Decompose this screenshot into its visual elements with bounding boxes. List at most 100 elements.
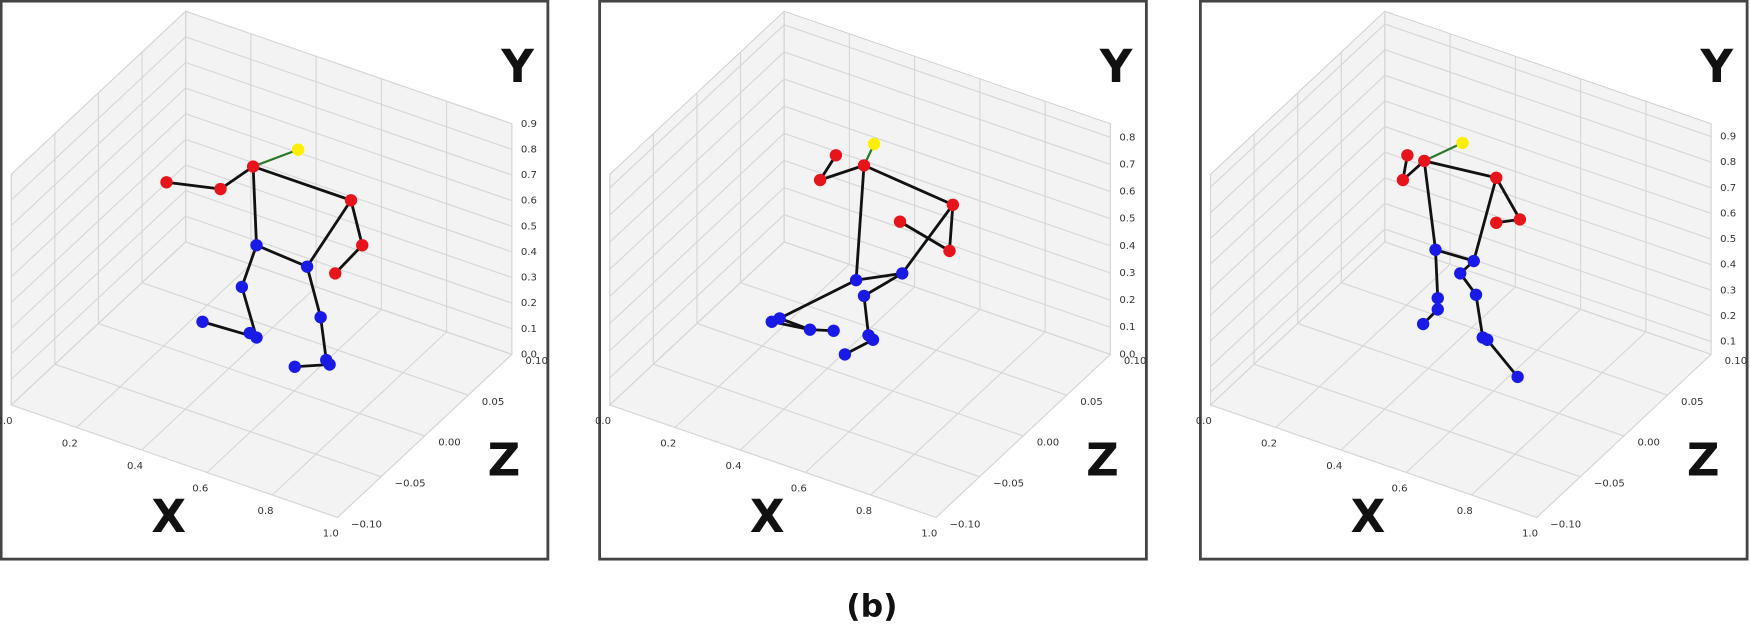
grid-line: [185, 61, 513, 176]
grid-line: [185, 36, 513, 150]
upper-joint: [356, 239, 369, 252]
x-tick-label: 0.8: [1457, 506, 1473, 517]
z-axis-label: Z: [1086, 434, 1119, 487]
lower-joint: [1429, 243, 1442, 256]
x-tick-label: 0.2: [62, 438, 78, 449]
grid-line: [1384, 241, 1712, 355]
z-tick-label: −0.05: [395, 478, 426, 489]
z-tick-label: 0.10: [1124, 356, 1147, 367]
y-tick-label: 0.3: [521, 273, 537, 284]
grid-line: [185, 215, 513, 330]
lower-joint: [1481, 333, 1494, 346]
x-tick-label: 0.0: [1196, 416, 1212, 427]
x-tick-label: 0.4: [725, 461, 741, 472]
lower-joint: [250, 239, 263, 252]
z-tick-label: 0.00: [1037, 438, 1060, 449]
lower-joint: [849, 273, 863, 287]
z-tick-label: −0.10: [950, 519, 981, 530]
bone: [166, 180, 221, 191]
grid-line: [1384, 49, 1712, 163]
y-tick-label: 0.1: [521, 324, 537, 335]
y-tick-label: 0.9: [1720, 132, 1736, 143]
grid-line: [783, 159, 1111, 274]
upper-joint: [1396, 173, 1410, 187]
x-tick-label: 0.0: [595, 416, 611, 427]
lower-joint: [1416, 317, 1430, 331]
grid-line: [1384, 202, 1712, 317]
y-tick-label: 0.4: [1119, 241, 1135, 252]
bone: [252, 165, 352, 202]
bone: [1486, 338, 1519, 378]
z-tick-label: −0.05: [1594, 478, 1625, 489]
lower-joint: [196, 315, 209, 328]
bone: [863, 164, 954, 207]
y-tick-label: 0.7: [1720, 183, 1736, 194]
bone: [778, 278, 857, 320]
y-tick-label: 0.4: [1720, 260, 1736, 271]
bone: [305, 266, 322, 318]
upper-joint: [943, 244, 956, 258]
grid-line: [1210, 404, 1537, 519]
lower-joint: [1431, 303, 1444, 316]
bone: [319, 317, 328, 361]
z-tick-label: 0.05: [482, 397, 505, 408]
y-tick-label: 0.8: [1119, 132, 1135, 143]
z-tick-label: −0.10: [351, 519, 382, 530]
lower-joint: [323, 358, 336, 371]
upper-joint: [857, 159, 871, 172]
lower-joint: [1454, 267, 1467, 280]
bone: [1474, 294, 1485, 338]
grid-line: [783, 78, 1111, 193]
y-tick-label: 0.9: [521, 119, 537, 130]
lower-joint: [243, 326, 256, 340]
y-tick-label: 0.7: [1119, 159, 1135, 170]
lower-joint: [235, 280, 249, 294]
lower-joint: [314, 311, 327, 324]
upper-joint: [329, 267, 342, 280]
z-tick-label: 0.10: [525, 356, 548, 367]
grid-line: [185, 87, 513, 202]
bone: [1495, 177, 1522, 221]
bone: [862, 295, 870, 336]
grid-line: [783, 214, 1111, 328]
grid-line: [740, 282, 1067, 396]
bone: [948, 204, 955, 251]
lower-joint: [765, 315, 778, 328]
y-tick-label: 0.8: [521, 144, 537, 155]
z-tick-label: −0.10: [1550, 519, 1581, 530]
grid-line: [1384, 126, 1712, 240]
bone: [334, 244, 364, 275]
upper-joint: [344, 194, 358, 207]
lower-joint: [300, 260, 314, 273]
head-joint: [1456, 136, 1469, 150]
x-tick-label: 0.8: [257, 506, 273, 517]
grid-line: [783, 241, 1111, 355]
y-axis-label: Y: [1099, 40, 1134, 93]
grid-line: [185, 190, 513, 304]
lower-joint: [896, 267, 909, 280]
bone: [863, 272, 903, 298]
z-tick-label: 0.05: [1681, 397, 1704, 408]
z-tick-label: −0.05: [993, 478, 1024, 489]
upper-joint: [893, 215, 907, 228]
grid-line: [1384, 23, 1712, 138]
x-tick-label: 0.2: [1261, 438, 1277, 449]
upper-joint: [160, 176, 173, 189]
bone: [240, 244, 258, 288]
y-tick-label: 0.8: [1720, 157, 1736, 168]
grid-line: [185, 113, 513, 227]
bone: [901, 203, 955, 275]
panel: 0.0 0.2 0.4 0.6 0.8 1.0 0.0 0.1 0.2 0.3 0.4 0.5 0.6 0…: [0, 0, 550, 561]
bone: [1435, 248, 1475, 263]
x-axis-label: X: [750, 490, 785, 543]
y-tick-label: 0.5: [521, 221, 537, 232]
grid-line: [783, 187, 1111, 301]
panel: 0.0 0.2 0.4 0.6 0.8 1.0 0.0 0.1 0.2 0.3 0.4 0.5 0.6 0…: [595, 0, 1148, 561]
grid-line: [783, 24, 1111, 138]
x-tick-label: 0.6: [1391, 483, 1407, 494]
x-tick-label: 1.0: [323, 528, 339, 539]
caption: (b): [846, 589, 897, 625]
bone: [1472, 177, 1498, 262]
bone: [255, 243, 308, 268]
